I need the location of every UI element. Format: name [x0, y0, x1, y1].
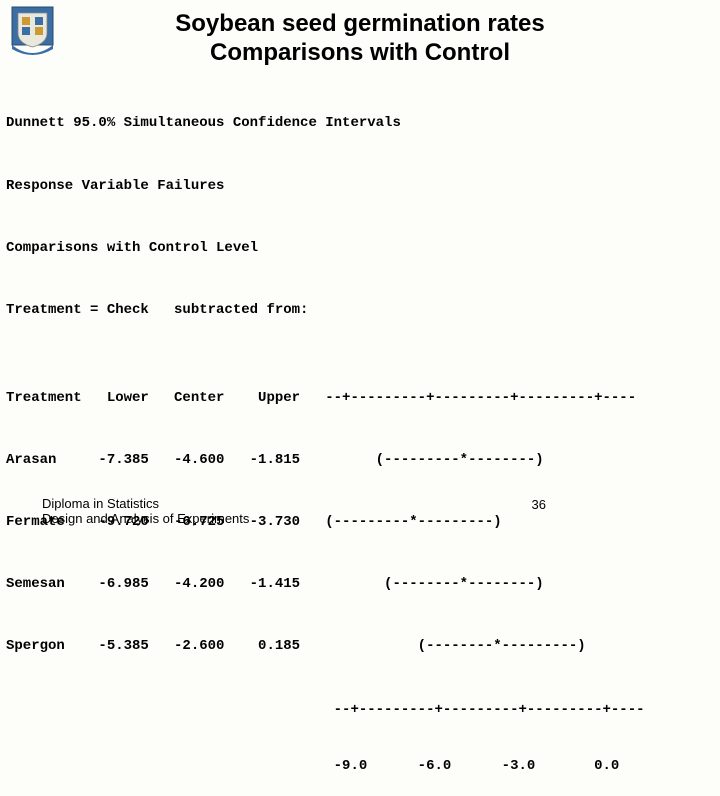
treatment-check-line: Treatment = Check subtracted from: — [6, 302, 720, 319]
response-header: Response Variable Failures — [6, 178, 720, 195]
comparison-header: Comparisons with Control Level — [6, 240, 720, 257]
crest-logo — [10, 5, 55, 55]
title-line-2: Comparisons with Control — [0, 39, 720, 68]
footer-text: Diploma in Statistics Design and Analysi… — [42, 496, 249, 526]
table-row: Spergon -5.385 -2.600 0.185 (--------*--… — [6, 638, 720, 654]
axis-labels: -9.0 -6.0 -3.0 0.0 — [6, 758, 720, 774]
title-line-1: Soybean seed germination rates — [0, 10, 720, 39]
slide-number: 36 — [532, 497, 546, 512]
slide-title: Soybean seed germination rates Compariso… — [0, 0, 720, 68]
dunnett-header: Dunnett 95.0% Simultaneous Confidence In… — [6, 115, 720, 132]
table-row: Semesan -6.985 -4.200 -1.415 (--------*-… — [6, 576, 720, 592]
analysis-headers: Dunnett 95.0% Simultaneous Confidence In… — [0, 82, 720, 336]
footer-line-1: Diploma in Statistics — [42, 496, 249, 511]
table-header-row: Treatment Lower Center Upper --+--------… — [6, 390, 720, 406]
dunnett-table: Treatment Lower Center Upper --+--------… — [0, 358, 720, 796]
table-row: Arasan -7.385 -4.600 -1.815 (---------*-… — [6, 452, 720, 468]
axis-rule: --+---------+---------+---------+---- — [6, 702, 720, 718]
footer-line-2: Design and Analysis of Experiments — [42, 511, 249, 526]
